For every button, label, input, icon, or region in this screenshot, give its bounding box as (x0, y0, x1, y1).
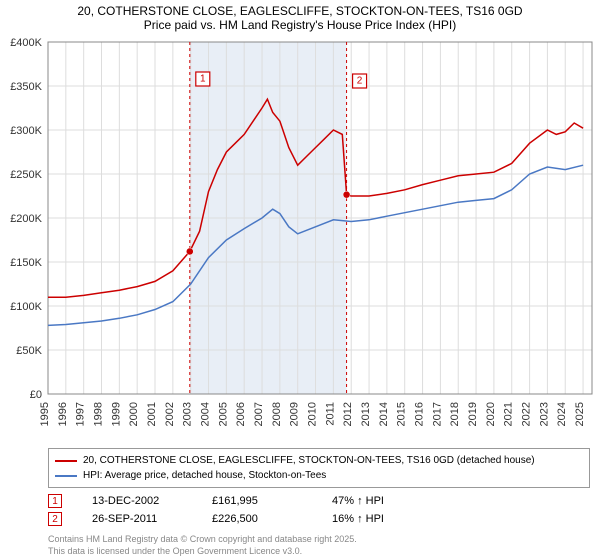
legend-swatch (55, 460, 77, 462)
svg-text:2005: 2005 (217, 402, 229, 426)
transaction-marker-icon: 1 (48, 494, 62, 508)
svg-text:2017: 2017 (431, 402, 443, 426)
svg-text:2022: 2022 (521, 402, 533, 426)
svg-text:2000: 2000 (128, 402, 140, 426)
svg-text:2006: 2006 (235, 402, 247, 426)
attribution-line2: This data is licensed under the Open Gov… (48, 546, 590, 558)
svg-text:2011: 2011 (324, 402, 336, 426)
svg-text:2019: 2019 (467, 402, 479, 426)
legend: 20, COTHERSTONE CLOSE, EAGLESCLIFFE, STO… (48, 448, 590, 488)
svg-text:2013: 2013 (360, 402, 372, 426)
svg-text:2021: 2021 (503, 402, 515, 426)
svg-text:2023: 2023 (538, 402, 550, 426)
legend-row: 20, COTHERSTONE CLOSE, EAGLESCLIFFE, STO… (55, 453, 583, 468)
svg-text:£150K: £150K (10, 257, 42, 269)
title-line2: Price paid vs. HM Land Registry's House … (0, 18, 600, 32)
svg-text:2018: 2018 (449, 402, 461, 426)
svg-text:2012: 2012 (342, 402, 354, 426)
transaction-delta: 47% ↑ HPI (332, 495, 422, 507)
svg-text:2: 2 (357, 76, 363, 87)
chart-container: £0 £50K £100K £150K £200K £250K £300K £350K £400… (0, 34, 600, 444)
svg-text:2001: 2001 (146, 402, 158, 426)
svg-text:1: 1 (200, 74, 206, 85)
svg-text:2010: 2010 (307, 402, 319, 426)
svg-text:1999: 1999 (110, 402, 122, 426)
svg-text:2009: 2009 (289, 402, 301, 426)
svg-text:£300K: £300K (10, 125, 42, 137)
legend-label: HPI: Average price, detached house, Stoc… (83, 468, 326, 483)
svg-text:£100K: £100K (10, 301, 42, 313)
transaction-date: 26-SEP-2011 (92, 513, 182, 525)
svg-text:2024: 2024 (556, 402, 568, 426)
svg-text:£0: £0 (30, 389, 42, 401)
svg-text:1997: 1997 (75, 402, 87, 426)
transaction-price: £226,500 (212, 513, 302, 525)
legend-label: 20, COTHERSTONE CLOSE, EAGLESCLIFFE, STO… (83, 453, 535, 468)
title-line1: 20, COTHERSTONE CLOSE, EAGLESCLIFFE, STO… (0, 4, 600, 18)
legend-swatch (55, 475, 77, 477)
svg-text:2014: 2014 (378, 402, 390, 426)
svg-text:2004: 2004 (200, 402, 212, 426)
transactions-table: 1 13-DEC-2002 £161,995 47% ↑ HPI 2 26-SE… (48, 492, 590, 528)
line-chart: £0 £50K £100K £150K £200K £250K £300K £350K £400… (0, 34, 600, 444)
attribution: Contains HM Land Registry data © Crown c… (48, 534, 590, 557)
svg-text:2025: 2025 (574, 402, 586, 426)
svg-text:2020: 2020 (485, 402, 497, 426)
svg-text:£250K: £250K (10, 169, 42, 181)
svg-text:£400K: £400K (10, 37, 42, 49)
transaction-row: 2 26-SEP-2011 £226,500 16% ↑ HPI (48, 510, 590, 528)
legend-row: HPI: Average price, detached house, Stoc… (55, 468, 583, 483)
transaction-row: 1 13-DEC-2002 £161,995 47% ↑ HPI (48, 492, 590, 510)
svg-text:2008: 2008 (271, 402, 283, 426)
svg-text:£200K: £200K (10, 213, 42, 225)
svg-text:£50K: £50K (16, 345, 42, 357)
svg-text:2015: 2015 (396, 402, 408, 426)
transaction-price: £161,995 (212, 495, 302, 507)
transaction-marker-icon: 2 (48, 512, 62, 526)
transaction-date: 13-DEC-2002 (92, 495, 182, 507)
chart-title-block: 20, COTHERSTONE CLOSE, EAGLESCLIFFE, STO… (0, 0, 600, 34)
attribution-line1: Contains HM Land Registry data © Crown c… (48, 534, 590, 546)
transaction-delta: 16% ↑ HPI (332, 513, 422, 525)
svg-text:2007: 2007 (253, 402, 265, 426)
svg-text:2003: 2003 (182, 402, 194, 426)
svg-text:1996: 1996 (57, 402, 69, 426)
svg-text:1998: 1998 (93, 402, 105, 426)
svg-text:£350K: £350K (10, 81, 42, 93)
svg-text:1995: 1995 (39, 402, 51, 426)
svg-text:2016: 2016 (414, 402, 426, 426)
svg-text:2002: 2002 (164, 402, 176, 426)
